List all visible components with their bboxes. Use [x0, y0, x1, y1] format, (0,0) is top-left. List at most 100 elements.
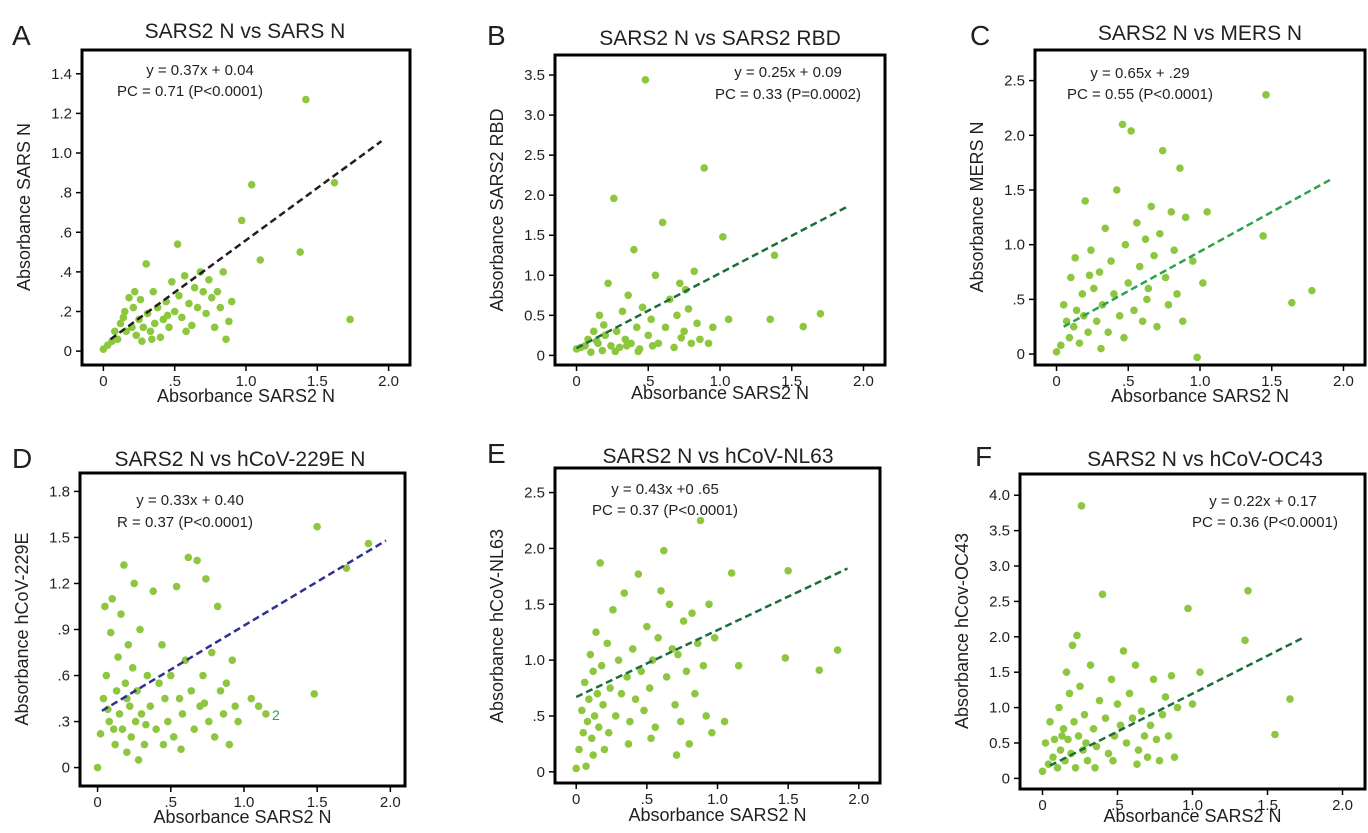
data-point	[710, 633, 719, 642]
data-point	[111, 327, 119, 336]
x-tick-label: 1.0	[1182, 797, 1203, 814]
data-point	[719, 233, 727, 241]
data-point	[1130, 306, 1138, 315]
data-point	[1071, 254, 1079, 262]
data-point	[101, 602, 109, 611]
data-point	[1143, 753, 1152, 761]
data-point	[1078, 290, 1087, 298]
data-point	[702, 712, 710, 720]
data-point	[572, 764, 580, 773]
data-point	[1135, 262, 1144, 271]
y-tick-label: 1.5	[1004, 182, 1025, 199]
data-point	[196, 268, 205, 276]
data-point	[1164, 301, 1173, 309]
data-point	[222, 335, 230, 344]
data-point	[677, 333, 686, 342]
y-tick-label: .6	[57, 668, 70, 685]
data-point	[672, 751, 681, 759]
data-point	[1090, 284, 1098, 293]
data-point	[1041, 739, 1050, 747]
x-tick-label: .5	[1111, 797, 1124, 814]
data-point	[1116, 721, 1125, 730]
data-point	[149, 587, 157, 595]
data-point	[1288, 298, 1296, 307]
data-point	[159, 740, 168, 749]
data-point	[687, 339, 696, 348]
data-point	[1059, 301, 1068, 309]
data-point	[1161, 693, 1170, 701]
data-point	[626, 717, 634, 726]
y-tick-label: 3.0	[989, 558, 1010, 575]
data-point	[654, 339, 663, 348]
data-point	[592, 628, 600, 637]
data-point	[216, 687, 225, 695]
data-point	[604, 728, 613, 737]
data-point	[116, 319, 125, 328]
data-point	[676, 279, 684, 288]
data-point	[1271, 730, 1279, 739]
data-point	[330, 178, 339, 187]
correlation-stat: PC = 0.55 (P<0.0001)	[1067, 86, 1213, 103]
chart-title: SARS2 N vs hCoV-NL63	[602, 445, 833, 468]
data-point	[693, 639, 702, 648]
data-point	[1127, 127, 1135, 135]
data-point	[1104, 328, 1112, 336]
regression-equation: y = 0.22x + 0.17	[1209, 493, 1317, 510]
data-point	[99, 694, 108, 703]
data-point	[1181, 213, 1190, 222]
data-point	[247, 694, 256, 703]
data-point	[225, 317, 233, 326]
data-point	[200, 699, 209, 707]
data-point	[1161, 273, 1170, 282]
data-point	[734, 661, 743, 670]
data-point	[651, 271, 660, 280]
data-point	[93, 763, 102, 772]
regression-equation: y = 0.25x + 0.09	[734, 64, 842, 81]
data-point	[671, 701, 679, 709]
data-point	[146, 327, 155, 336]
data-point	[598, 346, 607, 355]
y-tick-label: .9	[57, 622, 70, 639]
x-tick-label: 1.5	[781, 373, 802, 390]
data-point	[1244, 586, 1252, 595]
data-point	[637, 667, 645, 676]
data-point	[1178, 317, 1187, 326]
x-tick-label: 2.0	[378, 373, 399, 390]
data-point	[638, 303, 647, 312]
data-point	[610, 194, 618, 203]
data-point	[660, 546, 668, 555]
regression-line	[1049, 635, 1306, 767]
data-point	[595, 723, 603, 731]
data-point	[622, 341, 631, 350]
data-point	[1075, 339, 1084, 347]
data-point	[1121, 240, 1130, 249]
x-tick-label: 1.5	[778, 791, 799, 808]
data-point	[1067, 273, 1075, 282]
data-point	[1071, 763, 1080, 772]
data-point	[596, 559, 605, 567]
data-point	[1101, 714, 1110, 723]
data-point	[1057, 341, 1065, 350]
data-point	[302, 95, 310, 104]
data-point	[1112, 186, 1121, 194]
x-tick-label: .5	[168, 373, 181, 390]
data-point	[1152, 735, 1161, 744]
data-point	[583, 717, 592, 726]
data-point	[634, 570, 643, 578]
x-tick-label: .5	[1122, 373, 1135, 390]
data-point	[696, 516, 705, 525]
data-point	[604, 279, 612, 288]
data-point	[628, 645, 637, 653]
data-point	[643, 622, 651, 631]
panel-letter: B	[487, 20, 506, 51]
data-point	[121, 679, 130, 688]
data-point	[621, 335, 630, 344]
x-axis-label: Absorbance SARS2 N	[1111, 386, 1289, 406]
data-point	[631, 695, 640, 704]
data-point	[709, 323, 717, 332]
data-point	[623, 673, 631, 681]
data-point	[607, 341, 615, 350]
data-point	[1064, 735, 1072, 744]
data-point	[658, 218, 667, 227]
data-point	[170, 307, 179, 316]
